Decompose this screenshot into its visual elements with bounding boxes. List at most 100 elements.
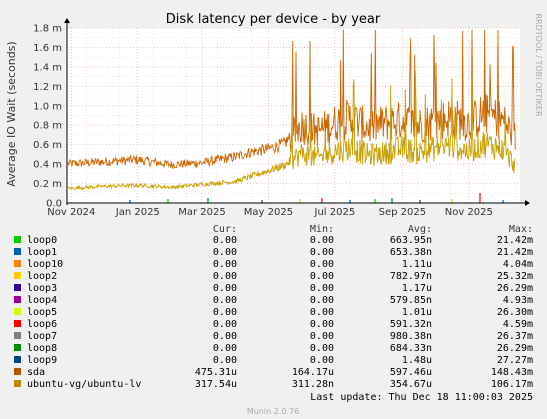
legend-cur: 0.00 [213,307,237,318]
legend-avg: 653.38n [390,247,432,258]
y-tick-label: 1.6 m [33,43,62,54]
legend-cur: 0.00 [213,271,237,282]
legend-max: 21.42m [497,247,533,258]
legend-name: loop3 [27,283,57,294]
legend-row: loop0 0.00 0.00 663.95n 21.42m [14,235,533,246]
legend-min: 0.00 [310,319,334,330]
legend-avg: 684.33n [390,343,432,354]
legend-cur: 0.00 [213,319,237,330]
series-line-1 [67,70,516,191]
legend-swatch [14,332,21,339]
legend-cur: 0.00 [213,331,237,342]
legend-name: loop4 [27,295,57,306]
legend-swatch [14,368,21,375]
legend-max: 148.43m [491,367,533,378]
x-tick-labels: Nov 2024 Jan 2025 Mar 2025 May 2025 Jul 2025… [47,207,493,218]
legend-cur: 0.00 [213,355,237,366]
legend-table: Cur: Min: Avg: Max:loop0 0.00 0.00 663.95n 21.4… [14,224,533,390]
chart-title: Disk latency per device - by year [166,12,381,27]
legend-row: loop3 0.00 0.00 1.17u 26.29m [14,283,533,294]
legend-header-min: Min: [310,224,334,235]
munin-version: Munin 2.0.76 [247,407,299,416]
legend-avg: 1.11u [402,259,432,270]
y-axis-label: Average IO Wait (seconds) [5,41,18,186]
legend-avg: 1.01u [402,307,432,318]
legend-name: ubuntu-vg/ubuntu-lv [27,379,141,390]
legend-name: loop0 [27,235,57,246]
legend-swatch [14,260,21,267]
legend-avg: 782.97n [390,271,432,282]
legend-row: loop5 0.00 0.00 1.01u 26.30m [14,307,533,318]
legend-avg: 1.48u [402,355,432,366]
y-tick-label: 0.6 m [33,140,62,151]
legend-avg: 663.95n [390,235,432,246]
legend-cur: 317.54u [195,379,237,390]
legend-row: loop6 0.00 0.00 591.32n 4.59m [14,319,533,330]
x-tick-label: Nov 2025 [445,207,493,218]
legend-avg: 579.85n [390,295,432,306]
legend-swatch [14,236,21,243]
legend-min: 0.00 [310,295,334,306]
legend-max: 106.17m [491,379,533,390]
legend-cur: 0.00 [213,343,237,354]
legend-name: loop6 [27,319,57,330]
legend-min: 0.00 [310,331,334,342]
legend-name: loop1 [27,247,57,258]
legend-max: 27.27m [497,355,533,366]
legend-min: 0.00 [310,271,334,282]
legend-avg: 980.38n [390,331,432,342]
legend-name: loop9 [27,355,57,366]
legend-cur: 475.31u [195,367,237,378]
x-tick-label: Jan 2025 [115,207,160,218]
legend-min: 0.00 [310,283,334,294]
x-tick-label: Mar 2025 [178,207,226,218]
y-tick-labels: 0.0 0.2 m 0.4 m 0.6 m 0.8 m 1.0 m 1.2 m 1.4 m 1.… [33,24,62,210]
legend-avg: 1.17u [402,283,432,294]
legend-cur: 0.00 [213,247,237,258]
legend-swatch [14,344,21,351]
y-tick-label: 1.8 m [33,24,62,35]
legend-swatch [14,308,21,315]
legend-avg: 354.67u [390,379,432,390]
legend-min: 164.17u [292,367,334,378]
legend-name: loop8 [27,343,57,354]
legend-row: sda 475.31u 164.17u 597.46u 148.43m [14,367,533,378]
legend-swatch [14,380,21,387]
legend-header-cur: Cur: [213,224,237,235]
legend-row: loop7 0.00 0.00 980.38n 26.37m [14,331,533,342]
x-tick-label: Nov 2024 [47,207,95,218]
legend-avg: 591.32n [390,319,432,330]
legend-swatch [14,272,21,279]
legend-row: loop8 0.00 0.00 684.33n 26.29m [14,343,533,354]
legend-max: 26.37m [497,331,533,342]
legend-swatch [14,356,21,363]
legend-max: 25.32m [497,271,533,282]
legend-max: 4.04m [503,259,533,270]
legend-max: 26.30m [497,307,533,318]
legend-min: 0.00 [310,259,334,270]
legend-cur: 0.00 [213,235,237,246]
y-tick-label: 1.2 m [33,82,62,93]
axes [64,18,530,206]
legend-row: loop4 0.00 0.00 579.85n 4.93m [14,295,533,306]
legend-row: ubuntu-vg/ubuntu-lv 317.54u 311.28n 354.67u… [14,379,533,390]
legend-cur: 0.00 [213,259,237,270]
legend-name: loop2 [27,271,57,282]
legend-max: 4.93m [503,295,533,306]
legend-min: 0.00 [310,307,334,318]
legend-cur: 0.00 [213,295,237,306]
legend-swatch [14,320,21,327]
legend-min: 0.00 [310,235,334,246]
y-tick-label: 1.0 m [33,101,62,112]
legend-min: 0.00 [310,247,334,258]
last-update: Last update: Thu Dec 18 11:00:03 2025 [310,392,533,403]
y-tick-label: 0.4 m [33,160,62,171]
legend-header-max: Max: [509,224,533,235]
legend-swatch [14,284,21,291]
legend-row: loop1 0.00 0.00 653.38n 21.42m [14,247,533,258]
legend-name: loop7 [27,331,57,342]
legend-header-avg: Avg: [408,224,432,235]
y-axis-arrow [64,18,70,23]
legend-name: loop5 [27,307,57,318]
